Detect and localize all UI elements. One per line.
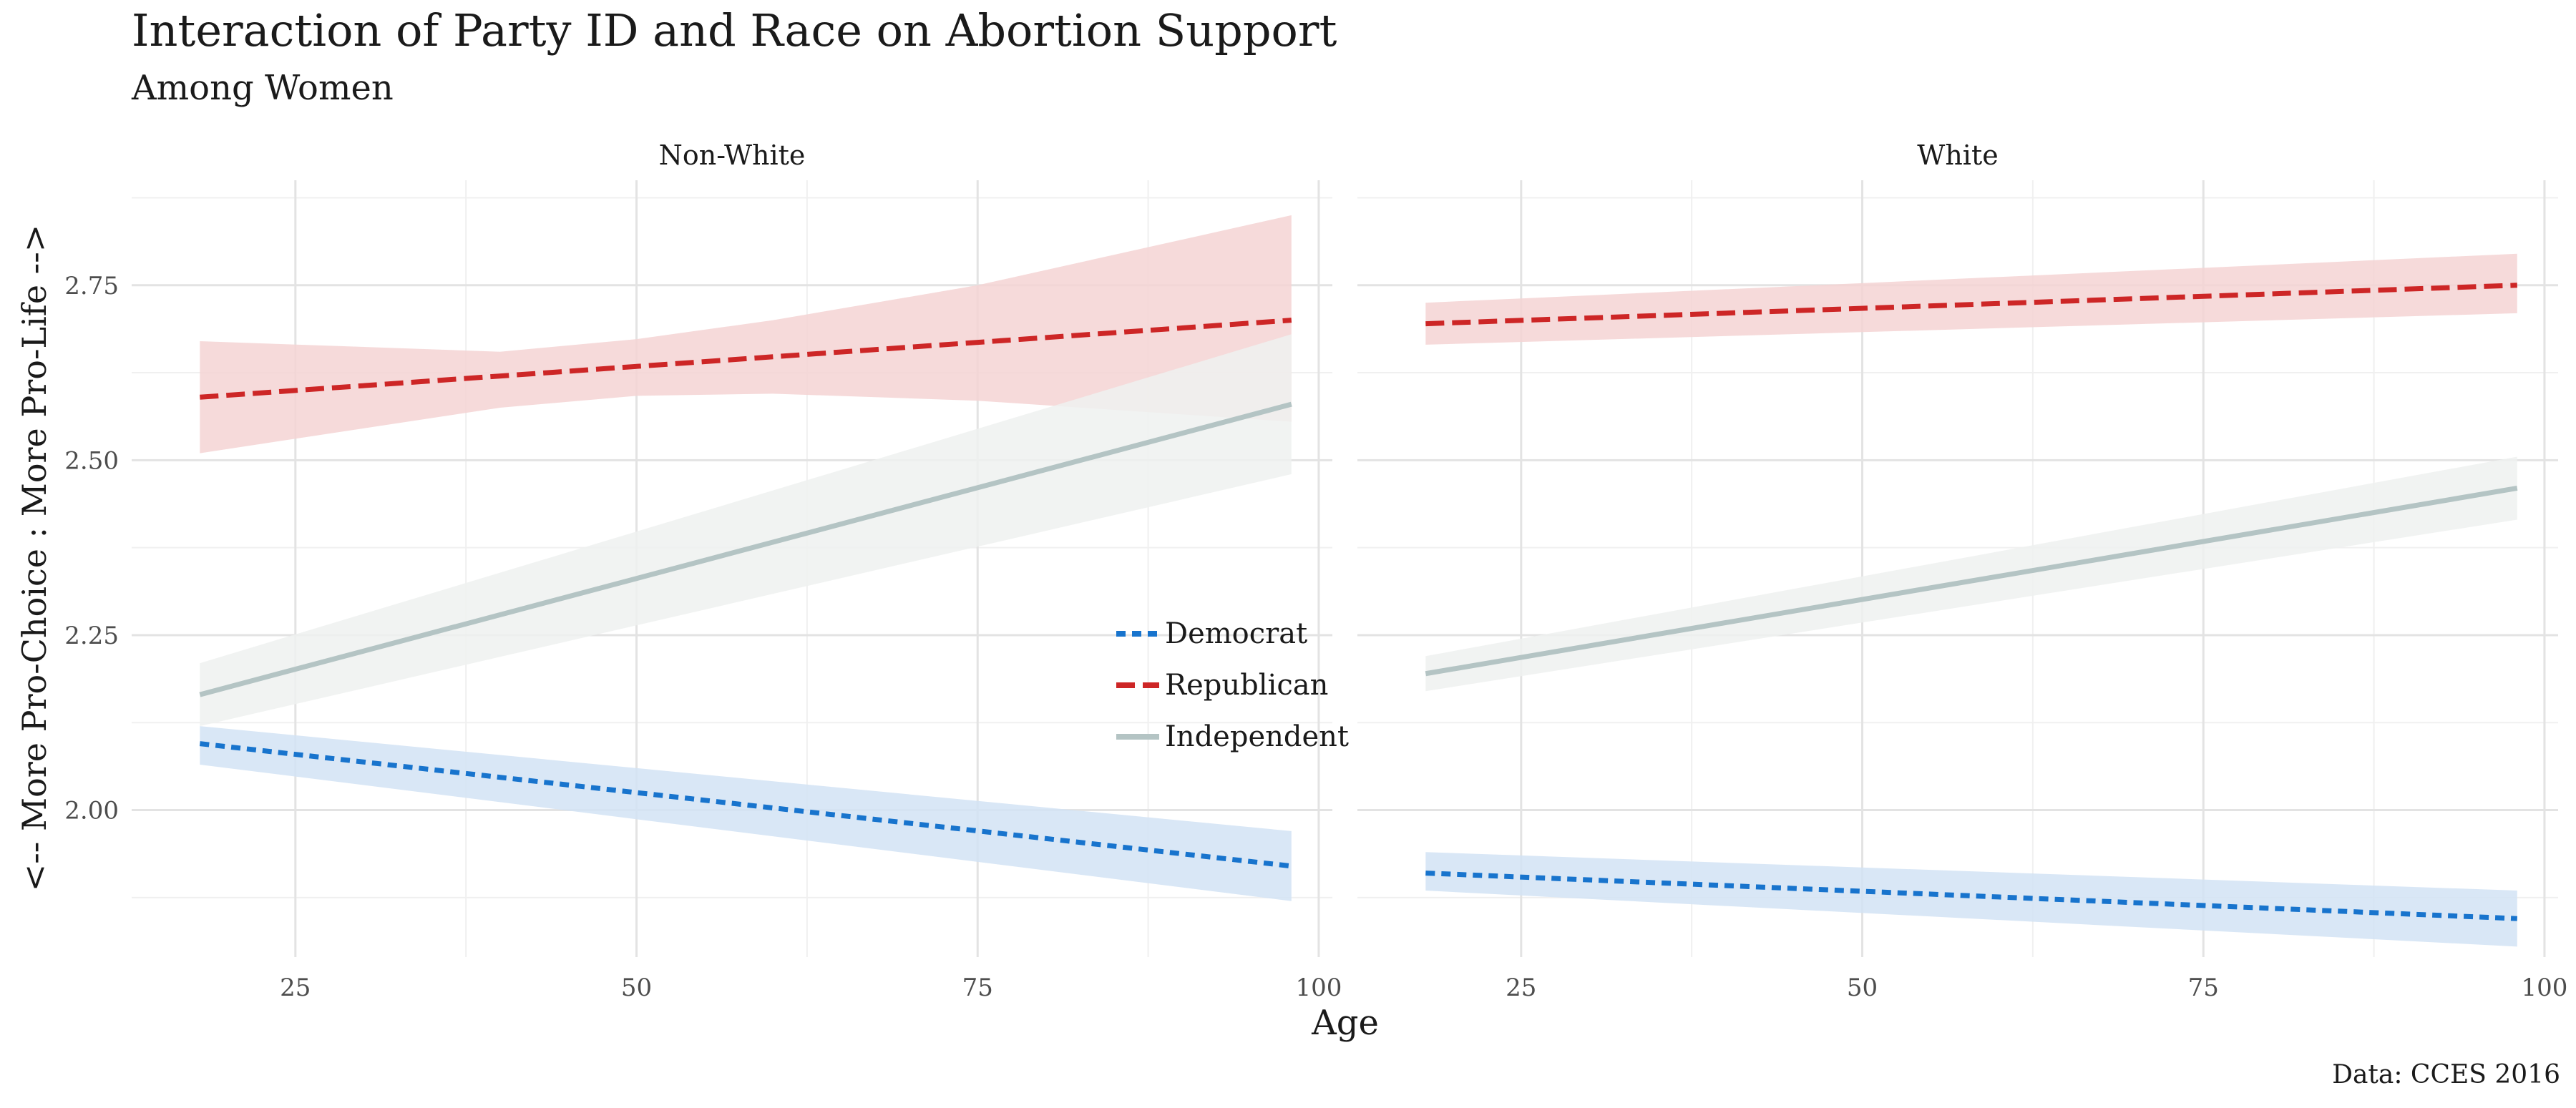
line-independent	[199, 401, 1292, 697]
line-independent	[1425, 486, 2518, 677]
band-democrat	[1425, 852, 2517, 947]
line-democrat	[199, 741, 1292, 869]
panel-white: White 25 50 75 100	[1357, 139, 2567, 1002]
legend-label-republican: Republican	[1165, 669, 1328, 702]
y-tick-label: 2.25	[64, 622, 119, 650]
series-lines	[1425, 283, 2518, 921]
panel-non-white: Non-White 25 50 75 100 2.00 2.25 2.50 2.75	[64, 139, 1342, 1002]
line-democrat	[1425, 871, 2517, 921]
line-republican	[200, 318, 1292, 400]
confidence-bands	[1425, 253, 2517, 947]
panel-strip-label: White	[1917, 139, 1998, 171]
confidence-bands	[200, 215, 1292, 901]
line-republican	[1425, 283, 2517, 327]
panel-strip-label: Non-White	[659, 139, 806, 171]
x-tick-label: 100	[2521, 974, 2567, 1002]
y-tick-label: 2.50	[64, 446, 119, 475]
band-republican	[200, 215, 1292, 454]
x-axis-label: Age	[1311, 1003, 1379, 1043]
x-tick-label: 25	[1506, 974, 1536, 1002]
band-democrat	[200, 726, 1292, 901]
x-tick-label: 75	[962, 974, 993, 1002]
x-tick-label: 75	[2188, 974, 2219, 1002]
x-tick-label: 25	[280, 974, 311, 1002]
panels-layer: Non-White 25 50 75 100 2.00 2.25 2.50 2.75 White 2…	[64, 139, 2567, 1002]
legend: Democrat Republican Independent	[1116, 617, 1349, 753]
y-tick-label: 2.00	[64, 797, 119, 825]
band-independent	[1425, 456, 2517, 692]
x-tick-label: 50	[621, 974, 652, 1002]
y-axis-label: <-- More Pro-Choice : More Pro-Life -->	[15, 225, 54, 892]
chart-caption: Data: CCES 2016	[2332, 1060, 2560, 1089]
band-republican	[1425, 253, 2517, 345]
x-tick-label: 50	[1847, 974, 1878, 1002]
legend-label-democrat: Democrat	[1165, 617, 1307, 650]
y-tick-label: 2.75	[64, 272, 119, 300]
series-lines	[199, 318, 1292, 869]
chart-title: Interaction of Party ID and Race on Abor…	[132, 4, 1337, 57]
band-independent	[200, 334, 1292, 727]
chart-subtitle: Among Women	[131, 68, 394, 108]
x-tick-label: 100	[1295, 974, 1342, 1002]
legend-label-independent: Independent	[1165, 720, 1349, 753]
